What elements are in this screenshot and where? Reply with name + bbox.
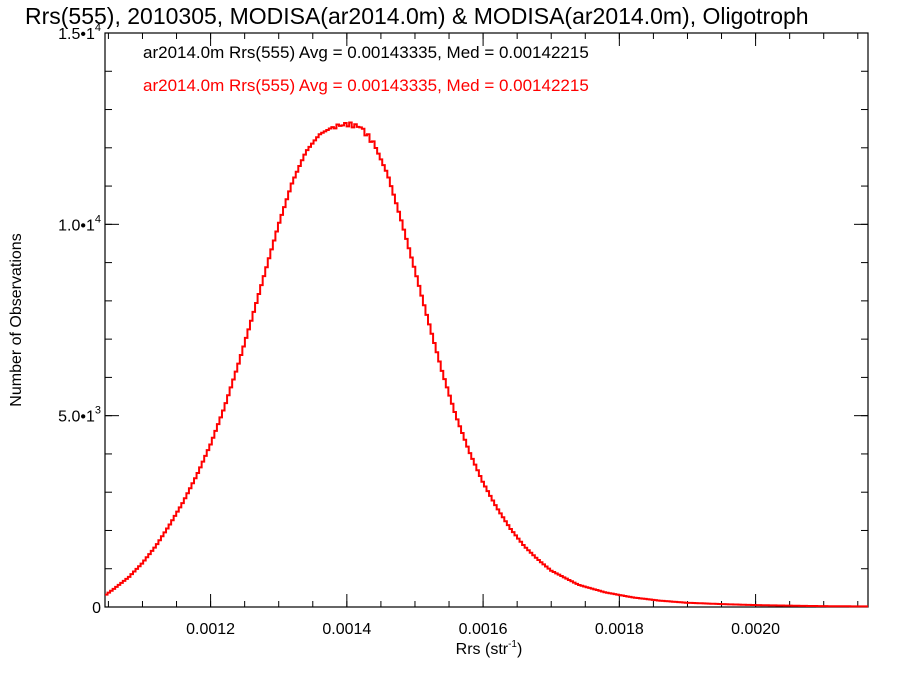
y-tick-label: 1.0•14 (58, 213, 101, 234)
x-tick-label: 0.0012 (186, 621, 235, 638)
chart-title: Rrs(555), 2010305, MODISA(ar2014.0m) & M… (25, 3, 809, 29)
plot-frame (104, 32, 869, 608)
x-axis-label-end: ) (517, 641, 522, 658)
y-axis-label: Number of Observations (8, 233, 25, 406)
histogram-series (105, 121, 868, 608)
x-axis-label: Rrs (str-1) (456, 639, 523, 658)
y-tick-label: 1.5•14 (58, 22, 101, 43)
x-tick-label: 0.0018 (595, 621, 644, 638)
legend-entry-black: ar2014.0m Rrs(555) Avg = 0.00143335, Med… (143, 43, 589, 62)
legend-entry-red: ar2014.0m Rrs(555) Avg = 0.00143335, Med… (143, 76, 589, 95)
y-tick-label: 0 (92, 600, 101, 617)
x-tick-label: 0.0014 (322, 621, 371, 638)
x-axis-label-sup: -1 (508, 639, 517, 650)
y-tick-label: 5.0•13 (58, 405, 101, 426)
x-axis-label-base: Rrs (str (456, 641, 509, 658)
x-tick-label: 0.0016 (459, 621, 508, 638)
axes: 0.0012 0.0014 0.0016 0.0018 0.0020 0 5.0•13 1.0… (58, 22, 868, 638)
x-tick-label: 0.0020 (731, 621, 780, 638)
